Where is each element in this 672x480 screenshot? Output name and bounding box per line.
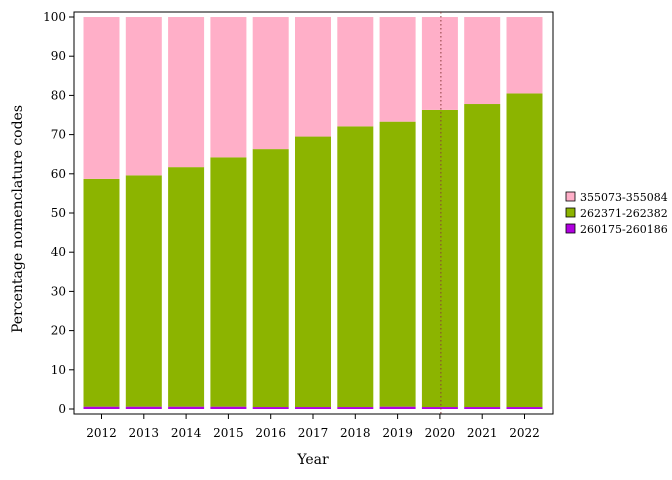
bar-segment [295, 17, 331, 137]
x-tick-label: 2019 [382, 426, 413, 440]
x-axis-label: Year [296, 452, 329, 468]
bar-segment [252, 17, 289, 150]
bar-segment [506, 93, 543, 408]
y-tick-label: 50 [51, 206, 66, 220]
y-axis-label: Percentage nomenclature codes [10, 105, 26, 333]
x-tick-label: 2013 [129, 426, 160, 440]
bar-segment [83, 17, 120, 179]
y-axis: 0 10 20 30 40 50 60 70 80 90 100 [43, 10, 74, 416]
legend-label: 262371-262382 [580, 207, 668, 220]
bar-segment [210, 17, 247, 158]
bar-segment [337, 126, 374, 408]
y-tick-label: 100 [43, 10, 66, 24]
bar-segment [379, 406, 416, 409]
bar-segment [421, 17, 458, 110]
bar-segment [125, 175, 162, 407]
bar-segment [295, 136, 331, 408]
y-tick-label: 0 [58, 402, 66, 416]
bar-segment [421, 109, 458, 408]
bar-segment [252, 407, 289, 409]
x-tick-label: 2020 [425, 426, 456, 440]
x-tick-label: 2022 [509, 426, 540, 440]
bar-segment [506, 407, 543, 409]
x-axis: 2012 2013 2014 2015 2016 2017 2018 2019 2020 2021… [86, 414, 540, 440]
bar-segment [168, 17, 205, 168]
x-tick-label: 2017 [298, 426, 329, 440]
x-tick-label: 2016 [255, 426, 286, 440]
x-tick-label: 2012 [86, 426, 117, 440]
bar-segment [337, 407, 374, 409]
bar-segment [506, 17, 543, 94]
bar-segment [210, 406, 247, 409]
bar-segment [295, 407, 331, 409]
y-tick-label: 20 [51, 324, 66, 338]
x-tick-label: 2014 [171, 426, 202, 440]
bar-segment [168, 167, 205, 407]
bar-segment [210, 157, 247, 407]
legend-label: 260175-260186 [580, 223, 668, 236]
legend-label: 355073-355084 [580, 191, 668, 204]
y-tick-label: 90 [51, 49, 66, 63]
bar-segment [337, 17, 374, 127]
bar-segment [168, 406, 205, 409]
legend: 355073-355084 262371-262382 260175-260186 [565, 191, 668, 236]
x-tick-label: 2021 [467, 426, 498, 440]
x-tick-label: 2018 [340, 426, 371, 440]
y-tick-label: 60 [51, 167, 66, 181]
bar-segment [379, 17, 416, 122]
bar-segment [421, 407, 458, 409]
y-tick-label: 10 [51, 363, 66, 377]
bar-segment [464, 104, 501, 408]
bar-segment [125, 17, 162, 176]
y-tick-label: 40 [51, 245, 66, 259]
legend-swatch [565, 207, 576, 218]
legend-swatch [565, 223, 576, 234]
bar-segment [125, 406, 162, 409]
bar-segment [464, 407, 501, 409]
bar-segment [83, 178, 120, 407]
x-tick-label: 2015 [213, 426, 244, 440]
bar-segment [252, 149, 289, 408]
bar-segment [464, 17, 501, 105]
legend-swatch [565, 191, 576, 202]
y-tick-label: 70 [51, 128, 66, 142]
y-tick-label: 30 [51, 284, 66, 298]
bars [83, 17, 543, 409]
bar-segment [379, 121, 416, 407]
y-tick-label: 80 [51, 88, 66, 102]
bar-segment [83, 406, 120, 409]
